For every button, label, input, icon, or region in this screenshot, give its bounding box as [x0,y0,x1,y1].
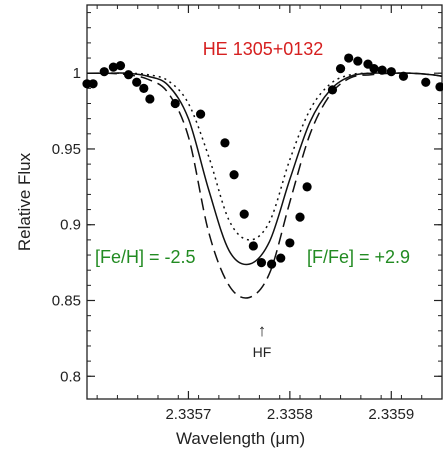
observed-points [82,53,443,269]
data-point [220,138,230,148]
data-point [229,170,239,180]
data-point [99,67,109,77]
x-tick-label: 2.3359 [368,406,414,423]
x-tick-label: 2.3358 [267,406,313,423]
data-point [386,67,396,77]
hf-label: HF [253,344,272,360]
data-point [398,71,409,81]
data-point [139,83,149,93]
y-tick-label: 0.85 [52,293,81,310]
x-axis-title: Wavelength (μm) [176,429,305,448]
annotation-metallicity: [Fe/H] = -2.5 [95,247,196,267]
data-point [335,64,346,74]
data-point [239,209,249,219]
data-point [435,82,443,92]
data-point [369,64,379,74]
data-point [276,253,286,263]
data-point [421,77,431,87]
data-point [132,77,142,87]
data-point [327,85,338,95]
y-tick-label: 0.95 [52,141,81,158]
annotation-fluorine: [F/Fe] = +2.9 [307,247,410,267]
y-axis: 0.8 0.85 0.9 0.95 1 [52,12,442,385]
chart-title: HE 1305+0132 [203,39,324,59]
data-point [196,109,206,119]
data-point [88,79,98,89]
data-point [344,53,354,63]
x-tick-label: 2.3357 [165,406,211,423]
data-point [302,182,312,192]
hf-arrow: ↑ [258,321,267,340]
data-point [170,98,180,109]
y-tick-label: 0.9 [60,217,81,234]
data-point [285,238,295,248]
data-point [377,65,387,75]
data-point [295,212,305,222]
data-point [145,94,155,104]
data-point [123,70,134,80]
y-tick-label: 0.8 [60,368,81,385]
x-axis: 2.3357 2.3358 2.3359 [96,5,423,423]
data-point [248,241,258,251]
y-tick-label: 1 [73,65,81,82]
y-axis-title: Relative Flux [15,152,34,251]
data-point [115,61,126,71]
data-point [108,62,118,72]
data-point [267,259,277,269]
data-point [256,258,267,268]
data-point [353,56,363,66]
